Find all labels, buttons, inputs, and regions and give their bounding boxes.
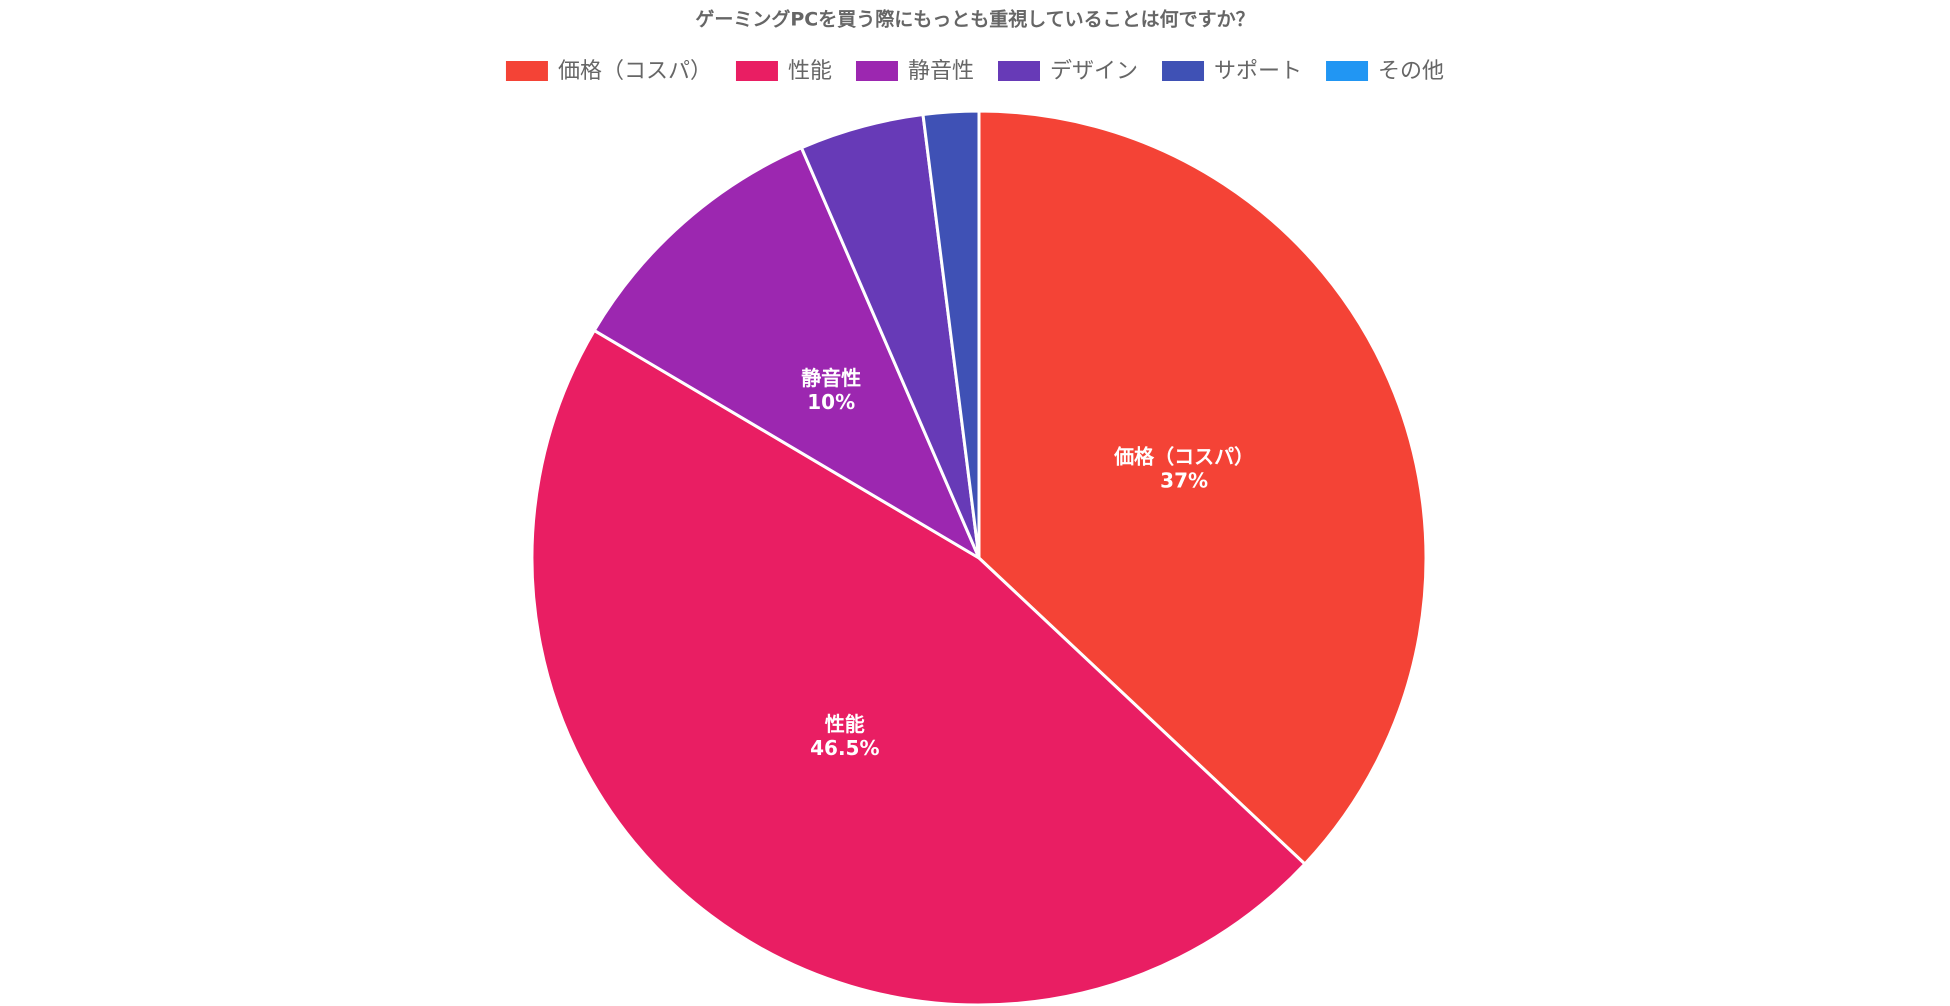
legend-label: 性能	[788, 59, 832, 84]
legend-swatch	[505, 61, 548, 81]
pie-slice	[977, 109, 1428, 867]
legend: 価格（コスパ） 性能 静音性 デザイン サポート その他	[505, 59, 1444, 84]
legend-label: デザイン	[1050, 59, 1138, 84]
legend-swatch	[855, 61, 898, 81]
slice-label: 46.5%	[810, 736, 879, 760]
slice-label: 37%	[1160, 469, 1208, 493]
slice-category: 価格（コスパ）	[1113, 445, 1254, 469]
legend-swatch	[1162, 61, 1205, 81]
legend-label: 静音性	[908, 59, 974, 84]
chart-title: ゲーミングPCを買う際にもっとも重視していることは何ですか？	[695, 8, 1254, 31]
legend-label: サポート	[1214, 59, 1302, 84]
legend-swatch	[735, 61, 778, 81]
pie-slice	[592, 145, 983, 562]
slice-category: 性能	[825, 712, 865, 736]
slice-label: 10%	[807, 390, 855, 414]
legend-label: 価格（コスパ）	[558, 59, 712, 84]
legend-label: その他	[1378, 59, 1444, 84]
legend-swatch	[998, 61, 1040, 81]
legend-swatch	[1326, 61, 1369, 81]
slice-category: 静音性	[801, 366, 861, 390]
pie-slice	[530, 328, 1307, 1006]
